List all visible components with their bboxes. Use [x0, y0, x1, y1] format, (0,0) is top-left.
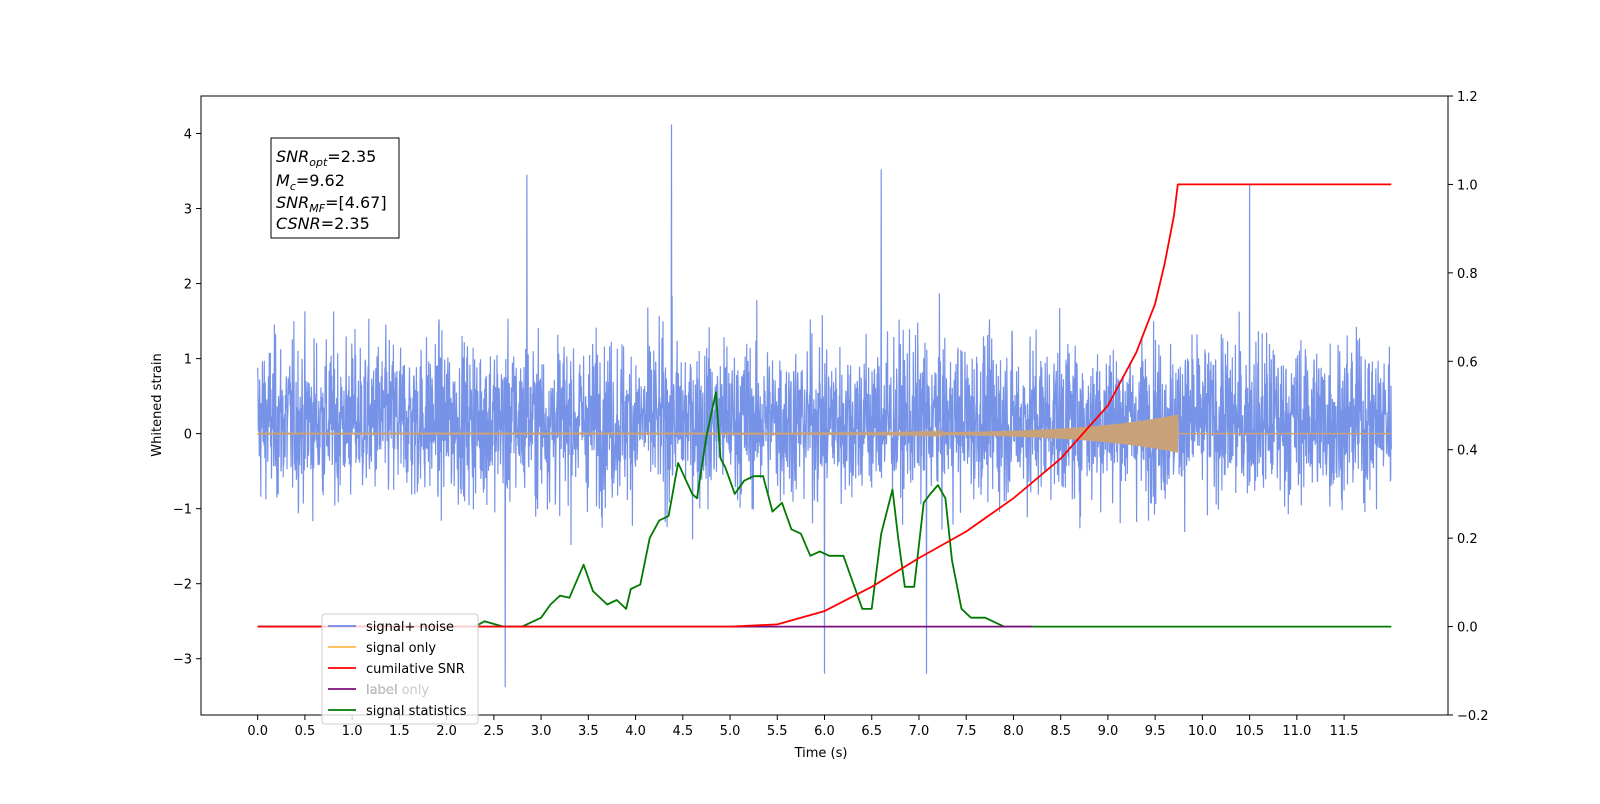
x-tick-label: 1.0	[342, 724, 363, 739]
x-tick-label: 7.0	[909, 724, 930, 739]
legend-frame	[321, 613, 479, 725]
y-tick-label: 4	[184, 128, 192, 143]
series-signal-noise-line	[257, 124, 1392, 688]
legend-label: signal+ noise	[366, 620, 454, 635]
x-tick-label: 2.0	[436, 724, 457, 739]
y-tick-label: −3	[173, 653, 192, 668]
y-axis-right: 1.2 1.0 0.8 0.6 0.4 0.2 0.0 −0.2	[1448, 90, 1489, 724]
x-tick-label: 0.5	[295, 724, 316, 739]
y2-tick-label: 0.2	[1457, 532, 1478, 547]
x-tick-label: 2.5	[484, 724, 505, 739]
y-axis-label: Whitened strain	[150, 353, 165, 456]
x-tick-label: 11.0	[1282, 724, 1311, 739]
series-cumilative-snr-line	[257, 183, 1392, 628]
x-tick-label: 8.0	[1003, 724, 1024, 739]
legend-item: cumilative SNR	[328, 662, 465, 677]
y2-tick-label: 1.2	[1457, 90, 1478, 105]
x-tick-label: 6.5	[861, 724, 882, 739]
legend-label: label only	[366, 683, 429, 698]
series-signal-statistics-line	[257, 391, 1392, 628]
x-axis: 0.0 0.5 1.0 1.5 2.0 2.5 3.0 3.5 4.0 4.5 5.0 5.5 6.0 6…	[247, 715, 1359, 739]
x-tick-label: 8.5	[1050, 724, 1071, 739]
x-axis-label: Time (s)	[794, 746, 848, 761]
x-tick-label: 4.0	[625, 724, 646, 739]
y2-tick-label: 0.4	[1457, 444, 1478, 459]
y-axis-left: 4 3 2 1 0 −1 −2 −3	[173, 128, 201, 668]
annotation-box: SNRopt=2.35 Mc=9.62 SNRMF=[4.67] CSNR=2.…	[270, 137, 400, 239]
x-tick-label: 10.5	[1235, 724, 1264, 739]
legend-label: signal statistics	[366, 704, 467, 719]
annotation-snr-mf: SNRMF=[4.67]	[276, 193, 387, 215]
legend-item: signal only	[328, 641, 436, 656]
y-tick-label: −2	[173, 578, 192, 593]
y2-tick-label: 0.0	[1457, 621, 1478, 636]
annotation-frame	[270, 137, 400, 239]
y2-tick-label: −0.2	[1457, 709, 1489, 724]
x-tick-label: 10.0	[1188, 724, 1217, 739]
legend-item: label	[328, 683, 397, 698]
x-tick-label: 6.0	[814, 724, 835, 739]
x-tick-label: 9.0	[1098, 724, 1119, 739]
legend-label: label	[366, 683, 397, 698]
legend-label: cumilative SNR	[366, 662, 465, 677]
x-tick-label: 3.0	[531, 724, 552, 739]
y-tick-label: −1	[173, 503, 192, 518]
y2-tick-label: 0.6	[1457, 355, 1478, 370]
legend-item: signal+ noise	[328, 620, 454, 635]
x-tick-label: 5.0	[720, 724, 741, 739]
x-tick-label: 9.5	[1145, 724, 1166, 739]
legend: signal+ noise signal only cumilative SNR la…	[321, 613, 479, 725]
y-tick-label: 0	[184, 428, 192, 443]
x-tick-label: 0.0	[247, 724, 268, 739]
y-tick-label: 2	[184, 278, 192, 293]
annotation-mc: Mc=9.62	[276, 171, 345, 193]
x-tick-label: 1.5	[389, 724, 410, 739]
x-tick-label: 7.5	[956, 724, 977, 739]
x-tick-label: 11.5	[1330, 724, 1359, 739]
annotation-csnr: CSNR=2.35	[276, 214, 370, 233]
noise-series-layer	[257, 124, 1392, 688]
y-tick-label: 3	[184, 203, 192, 218]
y-tick-label: 1	[184, 353, 192, 368]
legend-label: signal only	[366, 641, 436, 656]
legend-item: signal statistics	[328, 704, 467, 719]
x-tick-label: 3.5	[578, 724, 599, 739]
signal-only-series-layer	[257, 414, 1392, 453]
y2-tick-label: 0.8	[1457, 267, 1478, 282]
annotation-snr-opt: SNRopt=2.35	[276, 147, 376, 169]
x-tick-label: 5.5	[767, 724, 788, 739]
y2-tick-label: 1.0	[1457, 178, 1478, 193]
x-tick-label: 4.5	[672, 724, 693, 739]
legend-item: label only	[366, 683, 429, 698]
